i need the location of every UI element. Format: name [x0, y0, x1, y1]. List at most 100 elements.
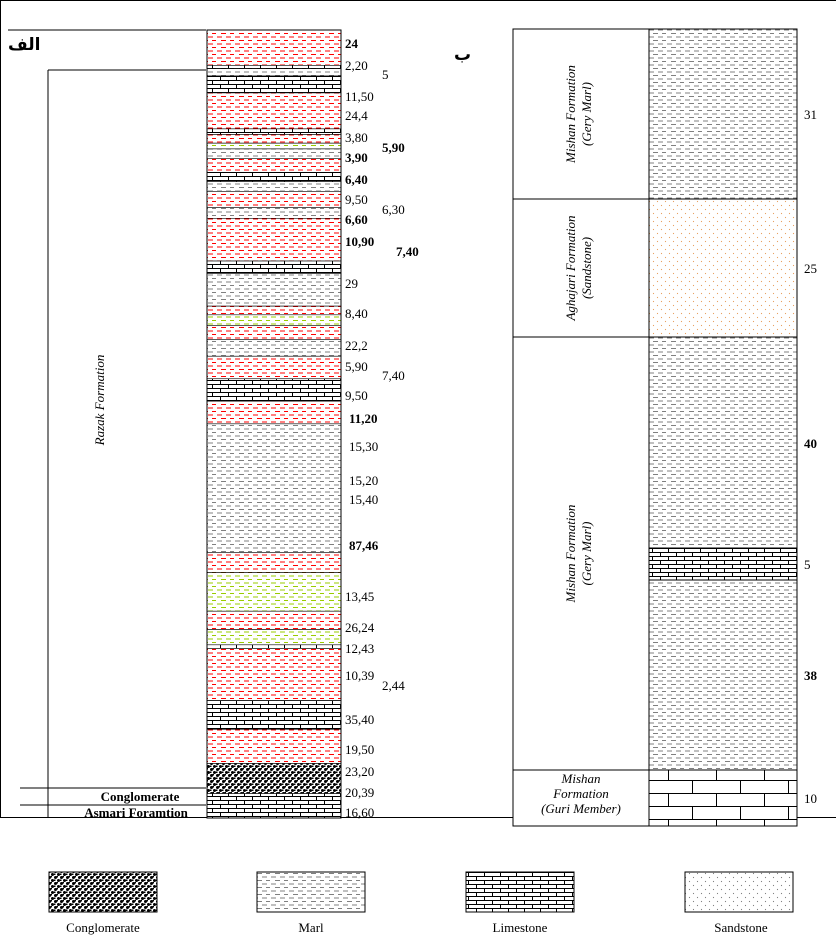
legend-label-conglomerate: Conglomerate	[66, 920, 140, 935]
formation-name-rotated: Mishan Formation (Gery Marl)	[563, 65, 594, 164]
column-b-layer-marl	[648, 28, 798, 200]
column-a-layer-marl	[206, 552, 342, 573]
column-b-layer-marl	[648, 336, 798, 549]
formation-sub: (Sandstone)	[579, 237, 594, 299]
column-a-layer-marl	[206, 181, 342, 192]
column-a-layer-limestone	[206, 172, 342, 182]
column-a-layer-limestone	[206, 128, 342, 135]
column-a-thickness-labels: 24 2,20 5 11,50 24,4 3,80 5,90 3,90 6,40 9,50 6,30…	[345, 36, 419, 820]
column-a-layer-limestone	[206, 700, 342, 730]
column-a-layer-marl	[206, 648, 342, 701]
column-b-layer-marl	[648, 579, 798, 771]
legend: Conglomerate Marl Limestone Sandstone	[48, 871, 794, 935]
column-a-layer-marl	[206, 572, 342, 612]
thickness-label: 9,50	[345, 192, 368, 207]
thickness-label: 26,24	[345, 620, 375, 635]
thickness-label: 23,20	[345, 764, 374, 779]
column-b-name-box	[512, 198, 650, 338]
column-a-layer-marl	[206, 339, 342, 357]
column-a-layer-limestone	[206, 260, 342, 274]
column-a-layer-conglomerate	[206, 763, 342, 794]
thickness-label: 29	[345, 276, 358, 291]
column-a-layer-marl	[206, 92, 342, 130]
formation-name: Mishan Formation	[563, 505, 578, 604]
thickness-label: 24	[345, 36, 359, 51]
thickness-label: 5,90	[382, 140, 405, 155]
thickness-label: 15,20	[349, 473, 378, 488]
formation-label-conglomerate: Conglomerate	[101, 789, 180, 804]
legend-swatch-conglomerate	[48, 871, 158, 913]
legend-swatch-sandstone	[684, 871, 794, 913]
column-b: Mishan Formation (Gery Marl)Aghajari Form…	[512, 28, 818, 827]
thickness-label: 10,39	[345, 668, 374, 683]
thickness-label: 7,40	[396, 244, 419, 259]
thickness-label: 6,30	[382, 202, 405, 217]
column-a-layer-marl	[206, 142, 342, 150]
column-a-layer-marl	[206, 273, 342, 307]
column-a-layer-marl	[206, 423, 342, 554]
thickness-label: 3,80	[345, 130, 368, 145]
column-b-name-box	[512, 769, 650, 827]
column-a-layer-marl	[206, 629, 342, 646]
column-a-layer-marl	[206, 191, 342, 208]
thickness-label: 15,40	[349, 492, 378, 507]
column-b-layer-sandstone	[648, 198, 798, 338]
column-b-layers	[648, 28, 798, 827]
thickness-label: 3,90	[345, 150, 368, 165]
thickness-label: 11,50	[345, 89, 374, 104]
thickness-label: 20,39	[345, 785, 374, 800]
formation-name-line: Formation	[552, 786, 609, 801]
legend-swatch-marl	[256, 871, 366, 913]
column-a-layer-marl	[206, 305, 342, 316]
thickness-label: 11,20	[349, 411, 378, 426]
column-a-layer-marl	[206, 148, 342, 159]
column-b-formation-names: Mishan Formation (Gery Marl)Aghajari Form…	[512, 28, 650, 827]
column-b-layer-blocky_limestone	[648, 769, 798, 827]
column-a-layer-marl	[206, 325, 342, 341]
thickness-label: 6,40	[345, 172, 368, 187]
thickness-label: 16,60	[345, 805, 374, 820]
column-a-layer-marl	[206, 729, 342, 764]
column-b-thickness-label: 38	[804, 668, 818, 683]
column-a-layer-limestone	[206, 793, 342, 819]
column-a-layer-marl	[206, 207, 342, 219]
column-a-layer-limestone	[206, 65, 342, 69]
column-b-thickness-label: 40	[804, 436, 817, 451]
column-a-layer-limestone	[206, 644, 342, 649]
column-a-layer-marl	[206, 314, 342, 327]
formation-sub: (Gery Marl)	[579, 522, 594, 586]
legend-label-sandstone: Sandstone	[714, 920, 768, 935]
column-a: Razak Formation Conglomerate Asmari Fora…	[8, 29, 419, 820]
column-b-thickness-label: 10	[804, 791, 817, 806]
thickness-label: 8,40	[345, 306, 368, 321]
thickness-label: 19,50	[345, 742, 374, 757]
column-b-layer-limestone	[648, 547, 798, 581]
thickness-label: 2,20	[345, 58, 368, 73]
column-a-layers	[206, 29, 342, 819]
formation-name: Mishan Formation	[563, 65, 578, 164]
formation-name-rotated: Mishan Formation (Gery Marl)	[563, 505, 594, 604]
formation-name-line: (Guri Member)	[541, 801, 621, 816]
formation-name-line: Mishan	[561, 771, 601, 786]
formation-sub: (Gery Marl)	[579, 82, 594, 146]
thickness-label: 12,43	[345, 641, 374, 656]
column-b-thickness-labels: 31 25 40 5 38 10	[804, 107, 818, 806]
legend-swatch-limestone	[465, 871, 575, 913]
thickness-label: 35,40	[345, 712, 374, 727]
column-a-layer-marl	[206, 218, 342, 262]
thickness-label: 7,40	[382, 368, 405, 383]
figure-frame	[0, 0, 836, 818]
column-a-layer-limestone	[206, 75, 342, 94]
thickness-label: 6,60	[345, 212, 368, 227]
column-a-layer-marl	[206, 134, 342, 144]
column-a-layer-marl	[206, 158, 342, 173]
column-a-layer-marl	[206, 355, 342, 380]
column-b-thickness-label: 25	[804, 261, 817, 276]
column-a-layer-marl	[206, 68, 342, 77]
legend-label-limestone: Limestone	[493, 920, 548, 935]
thickness-label: 87,46	[349, 538, 379, 553]
formation-label-razak: Razak Formation	[92, 355, 107, 447]
thickness-label: 2,44	[382, 678, 405, 693]
